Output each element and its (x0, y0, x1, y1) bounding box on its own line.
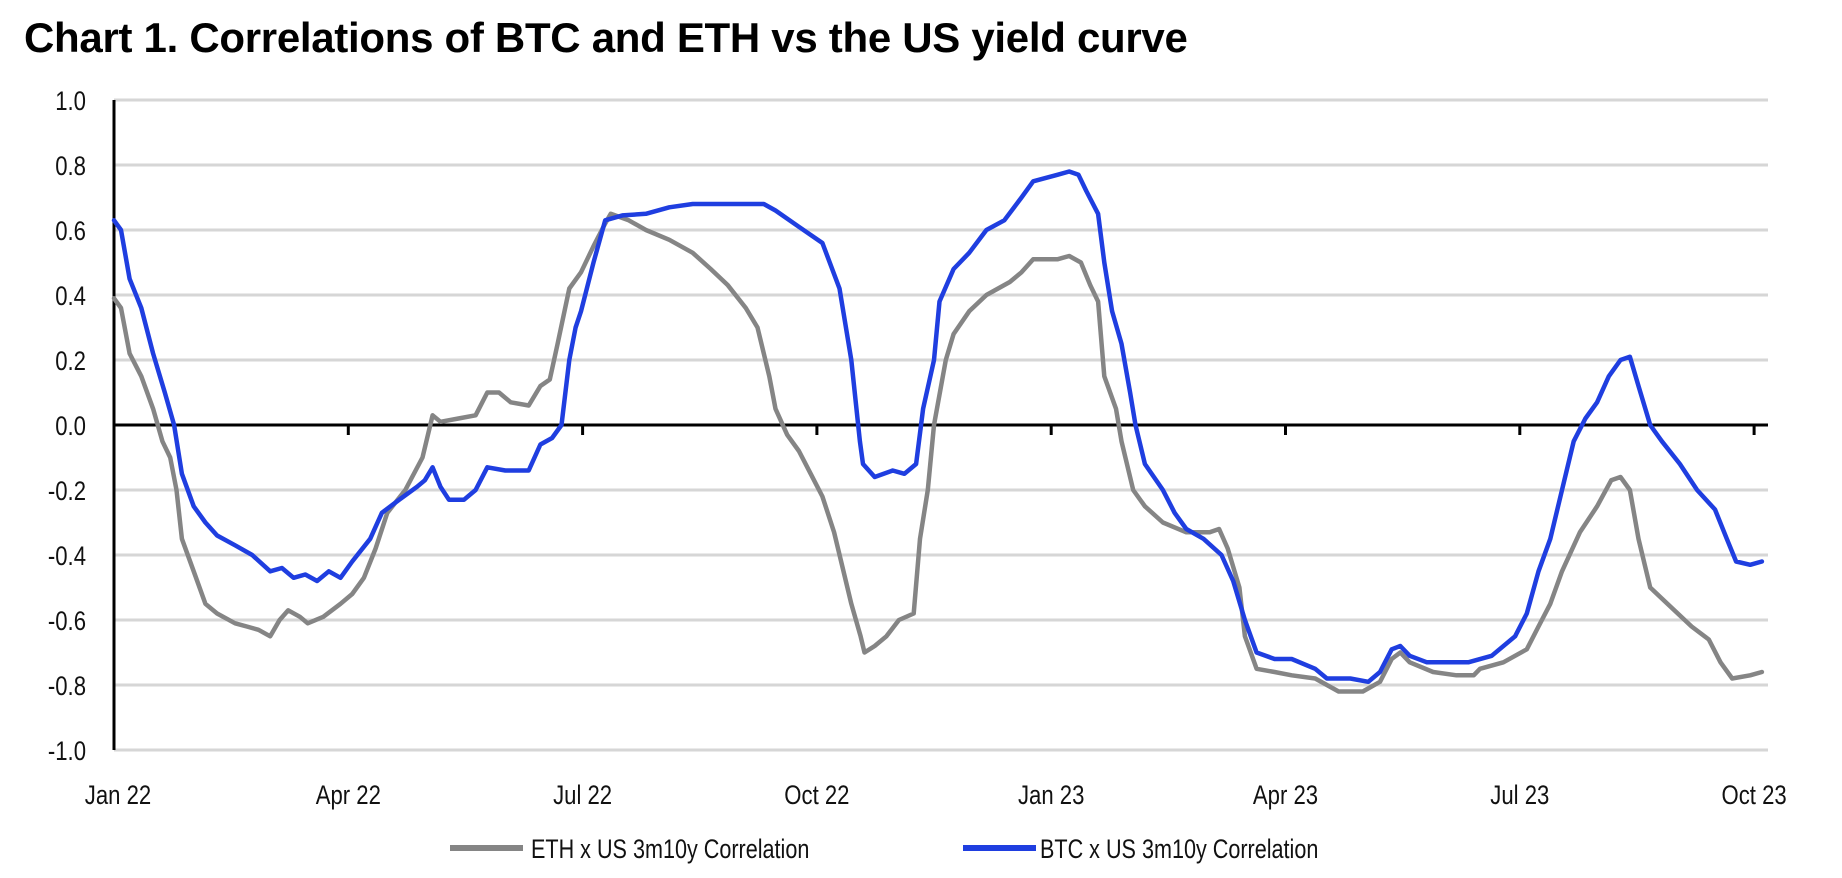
y-tick-label: 0.4 (55, 282, 86, 312)
y-tick-label: -1.0 (48, 737, 86, 767)
x-tick-label: Jan 22 (85, 781, 151, 811)
x-tick-labels: Jan 22 Apr 22 Jul 22 Oct 22 Jan 23 Apr 23 Jul … (85, 781, 1787, 811)
y-tick-label: -0.2 (48, 477, 86, 507)
legend: ETH x US 3m10y Correlation BTC x US 3m10y… (450, 835, 1318, 865)
legend-label-eth: ETH x US 3m10y Correlation (531, 835, 809, 865)
x-tick-label: Apr 23 (1253, 781, 1318, 811)
eth-correlation-line (111, 211, 1765, 694)
legend-label-btc: BTC x US 3m10y Correlation (1040, 835, 1318, 865)
y-tick-labels: 1.0 0.8 0.6 0.4 0.2 0.0 -0.2 -0.4 -0.6 -0.8 -1.0 (48, 87, 86, 767)
y-tick-label: 1.0 (55, 87, 86, 117)
x-tick-label: Oct 22 (784, 781, 849, 811)
y-tick-label: 0.0 (55, 412, 86, 442)
btc-correlation-line (111, 169, 1765, 685)
x-tick-label: Oct 23 (1722, 781, 1787, 811)
y-tick-label: -0.8 (48, 672, 86, 702)
y-tick-label: 0.8 (55, 152, 86, 182)
x-tick-label: Apr 22 (316, 781, 381, 811)
axes (112, 100, 1768, 750)
x-tick-label: Jul 22 (553, 781, 612, 811)
y-tick-label: -0.6 (48, 607, 86, 637)
series-group (111, 169, 1765, 694)
x-tick-label: Jul 23 (1490, 781, 1549, 811)
y-tick-label: 0.2 (55, 347, 86, 377)
chart-title: Chart 1. Correlations of BTC and ETH vs … (24, 14, 1188, 61)
gridlines (114, 98, 1768, 752)
y-tick-label: -0.4 (48, 542, 86, 572)
y-tick-label: 0.6 (55, 217, 86, 247)
x-tick-label: Jan 23 (1018, 781, 1084, 811)
